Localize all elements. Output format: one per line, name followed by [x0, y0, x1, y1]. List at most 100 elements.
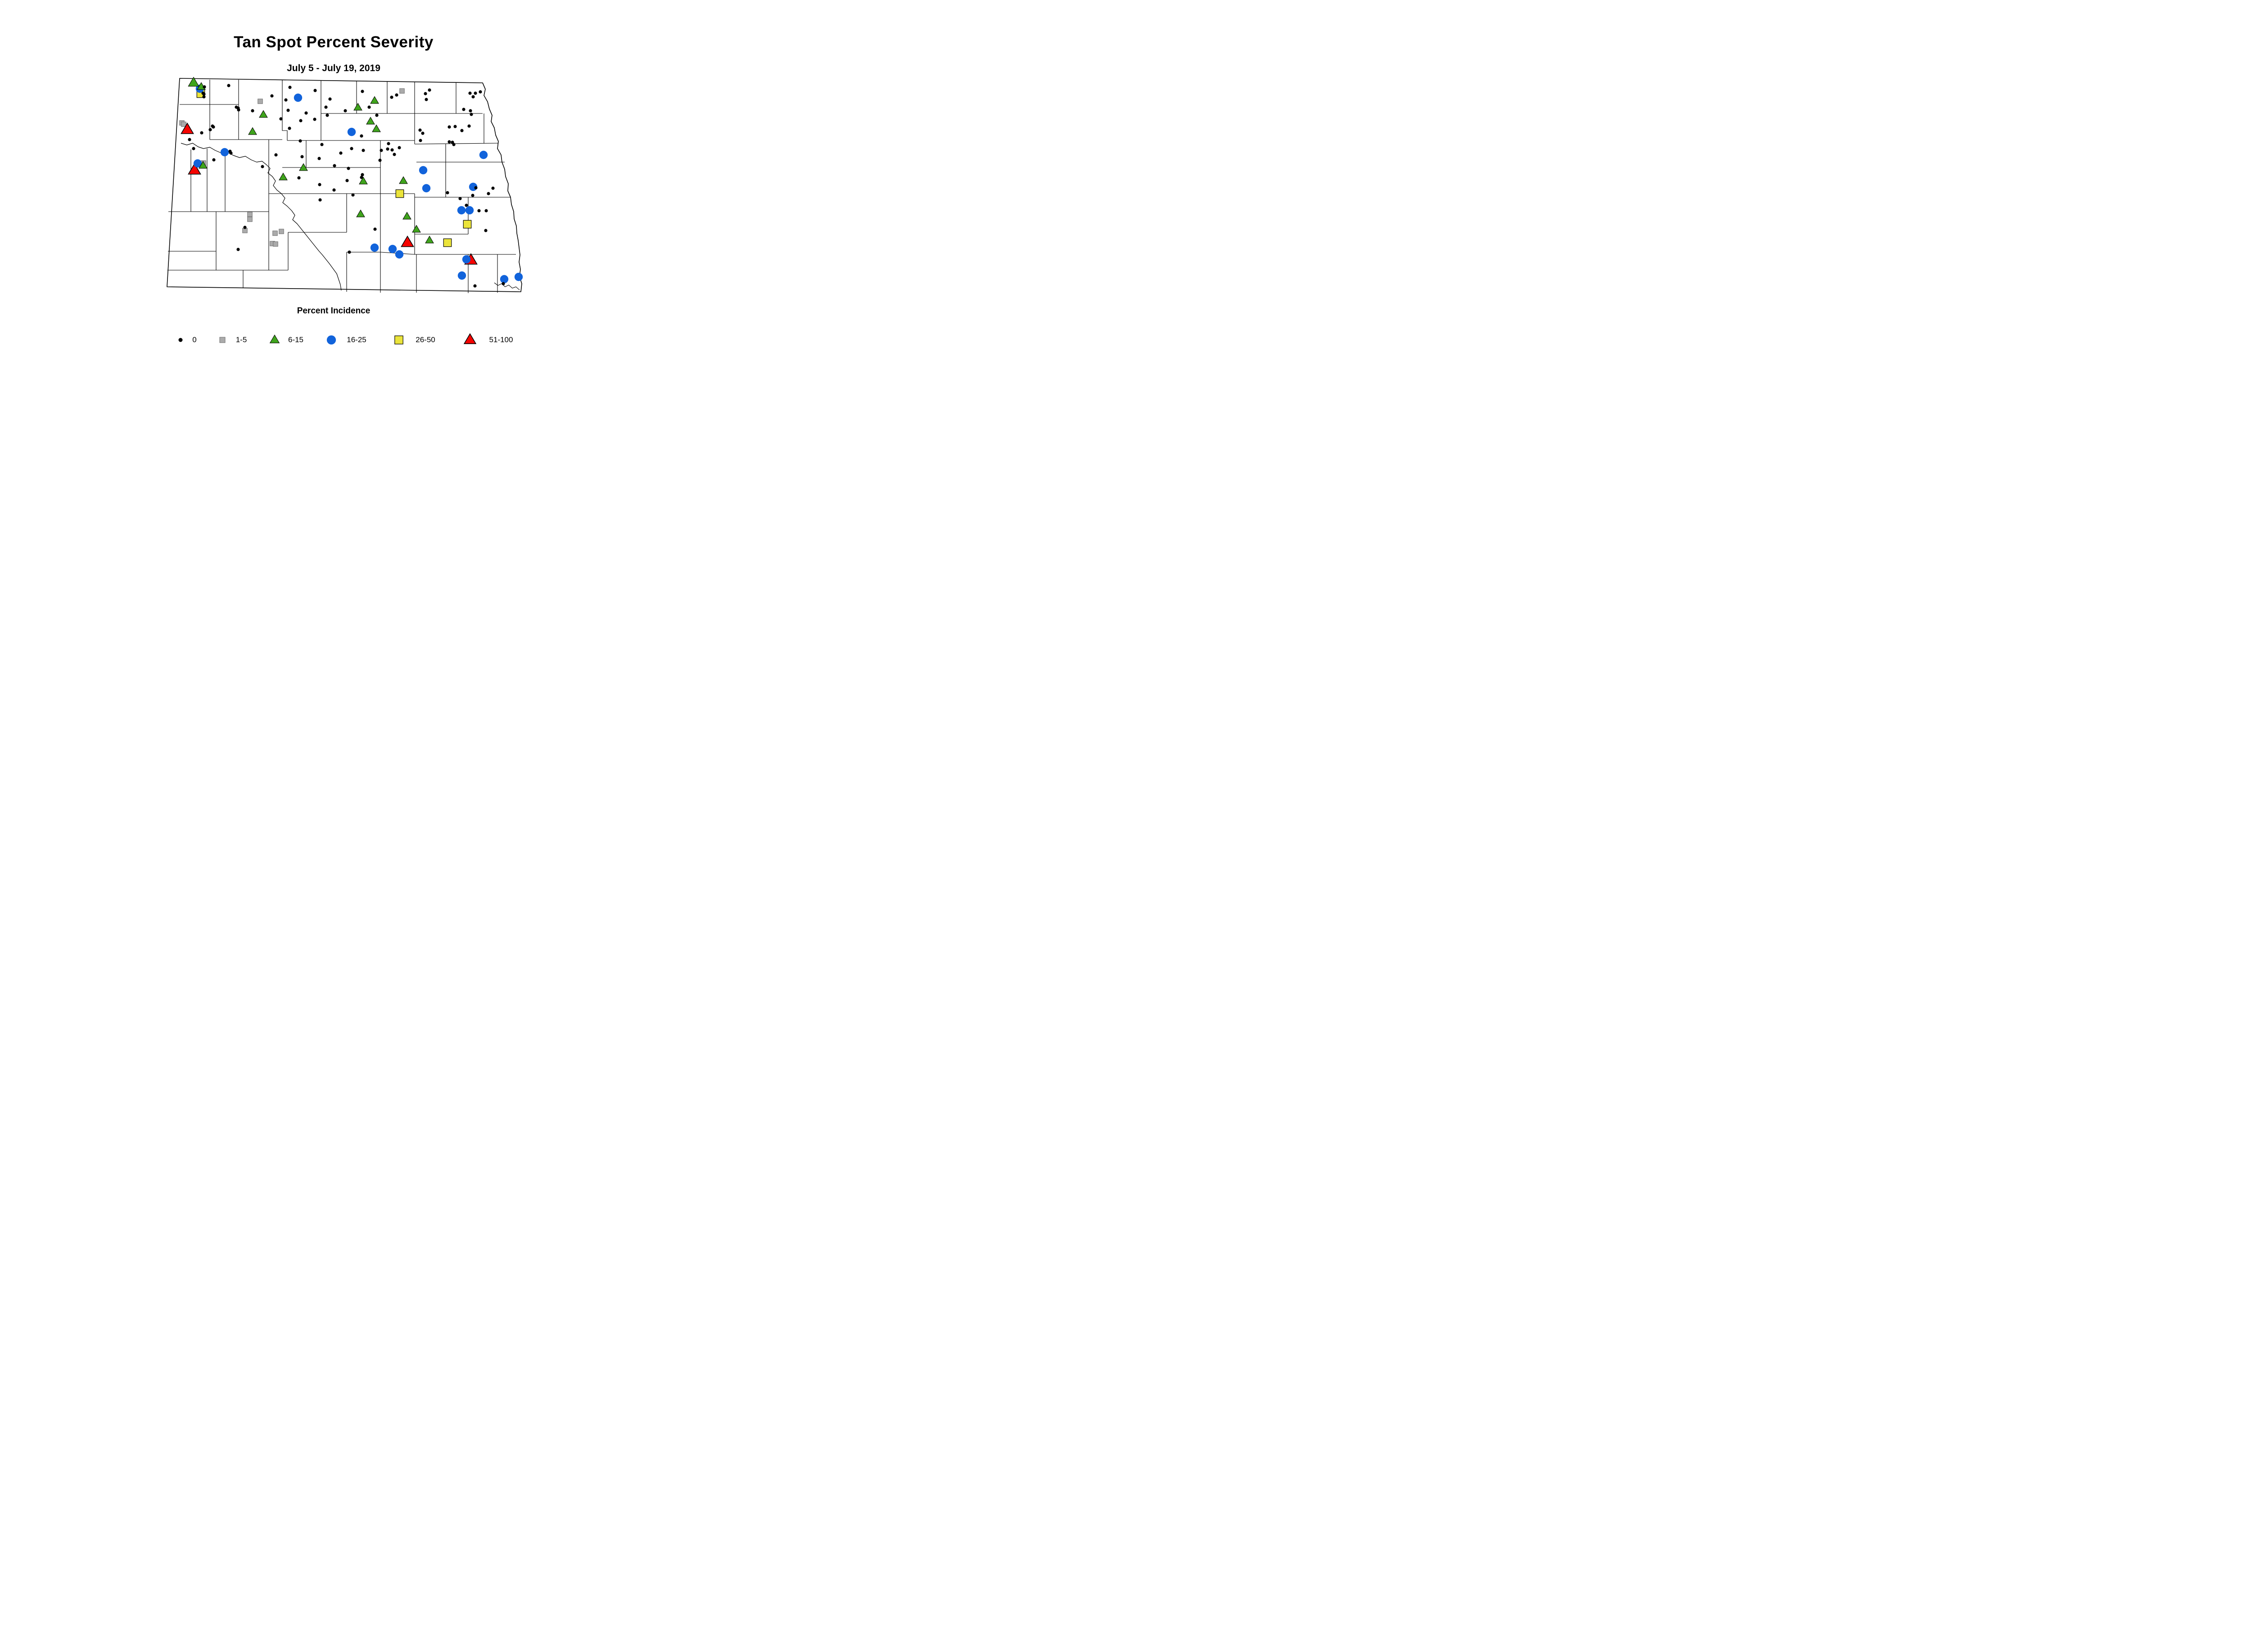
marker-0	[447, 125, 451, 129]
marker-0	[387, 142, 390, 145]
marker-0	[428, 88, 431, 92]
marker-0	[378, 158, 382, 162]
marker-0	[421, 131, 425, 135]
marker-6-15	[299, 163, 308, 171]
marker-0	[270, 94, 274, 98]
marker-6-15	[353, 103, 362, 111]
marker-0	[474, 186, 478, 190]
marker-0	[347, 167, 350, 170]
marker-0	[236, 248, 240, 251]
marker-0	[471, 95, 475, 99]
marker-51-100	[401, 235, 414, 247]
marker-0	[318, 183, 321, 186]
marker-1-5	[273, 241, 278, 247]
marker-0	[424, 92, 427, 95]
legend-label: 26-50	[416, 335, 435, 344]
marker-16-25	[500, 275, 509, 284]
marker-0	[297, 176, 301, 180]
marker-6-15	[425, 235, 434, 244]
marker-1-5	[181, 122, 186, 127]
marker-51-100	[188, 163, 201, 175]
marker-0	[251, 109, 254, 113]
marker-0	[202, 95, 206, 99]
marker-6-15	[356, 209, 365, 217]
marker-0	[468, 91, 472, 95]
legend-swatch-6-15	[269, 334, 280, 344]
marker-0	[188, 138, 191, 141]
marker-0	[453, 125, 457, 128]
marker-16-25	[419, 166, 428, 175]
legend-label: 51-100	[489, 335, 513, 344]
legend-swatch-16-25	[326, 335, 336, 345]
marker-6-15	[188, 77, 199, 87]
legend-label: 0	[192, 335, 197, 344]
marker-0	[462, 108, 466, 111]
marker-0	[360, 134, 363, 138]
marker-6-15	[359, 177, 368, 185]
marker-0	[419, 139, 422, 142]
marker-0	[473, 284, 477, 288]
marker-0	[398, 146, 401, 149]
marker-0	[313, 89, 317, 92]
marker-0	[471, 194, 475, 197]
north-dakota-county-map	[167, 77, 523, 293]
marker-16-25	[457, 206, 466, 215]
marker-0	[361, 173, 364, 177]
marker-16-25	[193, 159, 202, 168]
marker-6-15	[402, 212, 411, 220]
marker-0	[348, 250, 351, 254]
marker-0	[425, 98, 428, 101]
marker-0	[202, 92, 206, 96]
marker-0	[324, 105, 328, 109]
marker-0	[313, 118, 316, 121]
marker-0	[328, 97, 332, 101]
marker-0	[286, 109, 290, 112]
legend-swatch-0	[178, 338, 183, 342]
marker-0	[299, 119, 303, 122]
marker-6-15	[279, 172, 288, 181]
series-6-15	[188, 77, 434, 244]
marker-0	[484, 209, 488, 213]
marker-0	[227, 84, 231, 87]
legend-title: Percent Incidence	[297, 306, 371, 316]
series-0	[188, 84, 505, 288]
series-51-100	[181, 122, 478, 265]
marker-0	[200, 131, 203, 135]
marker-0	[279, 117, 283, 121]
marker-0	[325, 113, 329, 117]
marker-0	[229, 151, 233, 155]
marker-0	[386, 147, 389, 151]
marker-6-15	[259, 110, 268, 118]
marker-1-5	[272, 231, 278, 236]
marker-0	[237, 108, 240, 112]
marker-0	[212, 125, 215, 129]
marker-6-15	[248, 127, 257, 135]
marker-1-5	[247, 217, 253, 222]
series-16-25	[193, 84, 523, 284]
marker-0	[360, 176, 363, 179]
marker-16-25	[514, 272, 523, 281]
marker-6-15	[399, 176, 408, 184]
marker-0	[502, 282, 505, 285]
marker-0	[390, 95, 393, 99]
page-title: Tan Spot Percent Severity	[234, 33, 434, 51]
marker-1-5	[247, 212, 253, 217]
marker-16-25	[457, 271, 466, 280]
marker-0	[380, 149, 383, 152]
marker-16-25	[388, 244, 397, 253]
legend-label: 6-15	[288, 335, 304, 344]
marker-6-15	[372, 124, 381, 132]
marker-0	[304, 111, 308, 115]
legend-label: 16-25	[347, 335, 366, 344]
marker-0	[300, 155, 304, 158]
marker-0	[318, 198, 322, 202]
marker-16-25	[370, 243, 379, 252]
marker-0	[446, 191, 449, 195]
marker-0	[350, 147, 353, 150]
state-outline	[167, 78, 522, 292]
legend-swatch-1-5	[219, 337, 226, 343]
marker-0	[208, 128, 212, 131]
marker-1-5	[399, 88, 405, 94]
marker-0	[395, 93, 398, 97]
marker-0	[390, 148, 394, 152]
